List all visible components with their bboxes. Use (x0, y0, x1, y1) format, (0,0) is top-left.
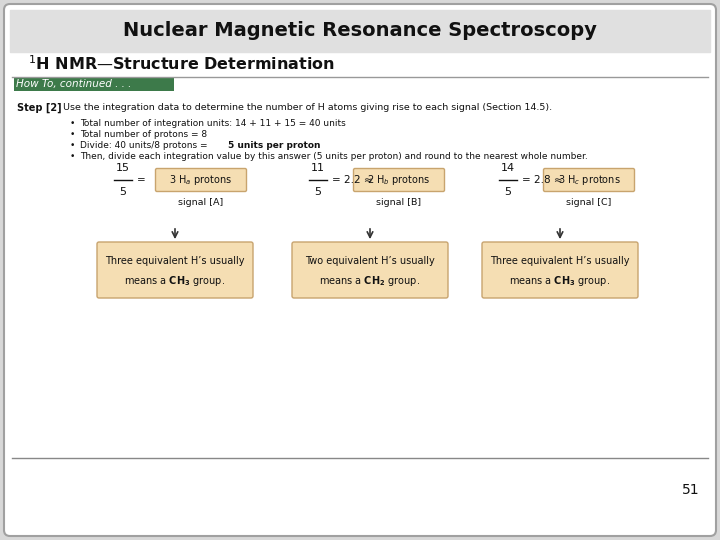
Text: 14: 14 (501, 163, 515, 173)
Text: $^1$H NMR—Structure Determination: $^1$H NMR—Structure Determination (28, 55, 335, 73)
Text: Three equivalent H’s usually: Three equivalent H’s usually (105, 256, 245, 266)
Text: Total number of protons = 8: Total number of protons = 8 (80, 130, 207, 139)
Text: means a $\mathbf{CH_3}$ group.: means a $\mathbf{CH_3}$ group. (510, 274, 611, 288)
Text: Total number of integration units: 14 + 11 + 15 = 40 units: Total number of integration units: 14 + … (80, 119, 346, 128)
Text: Step [2]: Step [2] (17, 103, 62, 113)
FancyBboxPatch shape (544, 168, 634, 192)
Text: Use the integration data to determine the number of H atoms giving rise to each : Use the integration data to determine th… (63, 103, 552, 112)
Text: Nuclear Magnetic Resonance Spectroscopy: Nuclear Magnetic Resonance Spectroscopy (123, 22, 597, 40)
Text: •: • (70, 152, 76, 161)
Text: means a $\mathbf{CH_3}$ group.: means a $\mathbf{CH_3}$ group. (125, 274, 225, 288)
Text: •: • (70, 119, 76, 128)
Text: 15: 15 (116, 163, 130, 173)
Text: How To, continued . . .: How To, continued . . . (16, 79, 131, 90)
Text: 3 H$_c$ protons: 3 H$_c$ protons (558, 173, 621, 187)
Text: 11: 11 (311, 163, 325, 173)
Text: =: = (137, 175, 145, 185)
Text: 3 H$_a$ protons: 3 H$_a$ protons (169, 173, 233, 187)
Text: 2 H$_b$ protons: 2 H$_b$ protons (367, 173, 431, 187)
Text: signal [C]: signal [C] (567, 198, 612, 207)
Text: •: • (70, 141, 76, 150)
Text: = 2.8 ≈: = 2.8 ≈ (522, 175, 562, 185)
Text: Divide: 40 units/8 protons =: Divide: 40 units/8 protons = (80, 141, 210, 150)
Text: Two equivalent H’s usually: Two equivalent H’s usually (305, 256, 435, 266)
Text: 5: 5 (505, 187, 511, 197)
FancyBboxPatch shape (14, 78, 174, 91)
Text: = 2.2 ≈: = 2.2 ≈ (332, 175, 373, 185)
Text: signal [B]: signal [B] (377, 198, 422, 207)
Text: means a $\mathbf{CH_2}$ group.: means a $\mathbf{CH_2}$ group. (320, 274, 420, 288)
FancyBboxPatch shape (354, 168, 444, 192)
FancyBboxPatch shape (156, 168, 246, 192)
FancyBboxPatch shape (97, 242, 253, 298)
Text: 5: 5 (315, 187, 322, 197)
Text: •: • (70, 130, 76, 139)
FancyBboxPatch shape (4, 4, 716, 536)
Text: Then, divide each integration value by this answer (5 units per proton) and roun: Then, divide each integration value by t… (80, 152, 588, 161)
FancyBboxPatch shape (10, 10, 710, 52)
Text: Three equivalent H’s usually: Three equivalent H’s usually (490, 256, 630, 266)
Text: 5 units per proton: 5 units per proton (228, 141, 320, 150)
Text: signal [A]: signal [A] (179, 198, 224, 207)
Text: 51: 51 (683, 483, 700, 497)
FancyBboxPatch shape (292, 242, 448, 298)
Text: 5: 5 (120, 187, 127, 197)
FancyBboxPatch shape (482, 242, 638, 298)
